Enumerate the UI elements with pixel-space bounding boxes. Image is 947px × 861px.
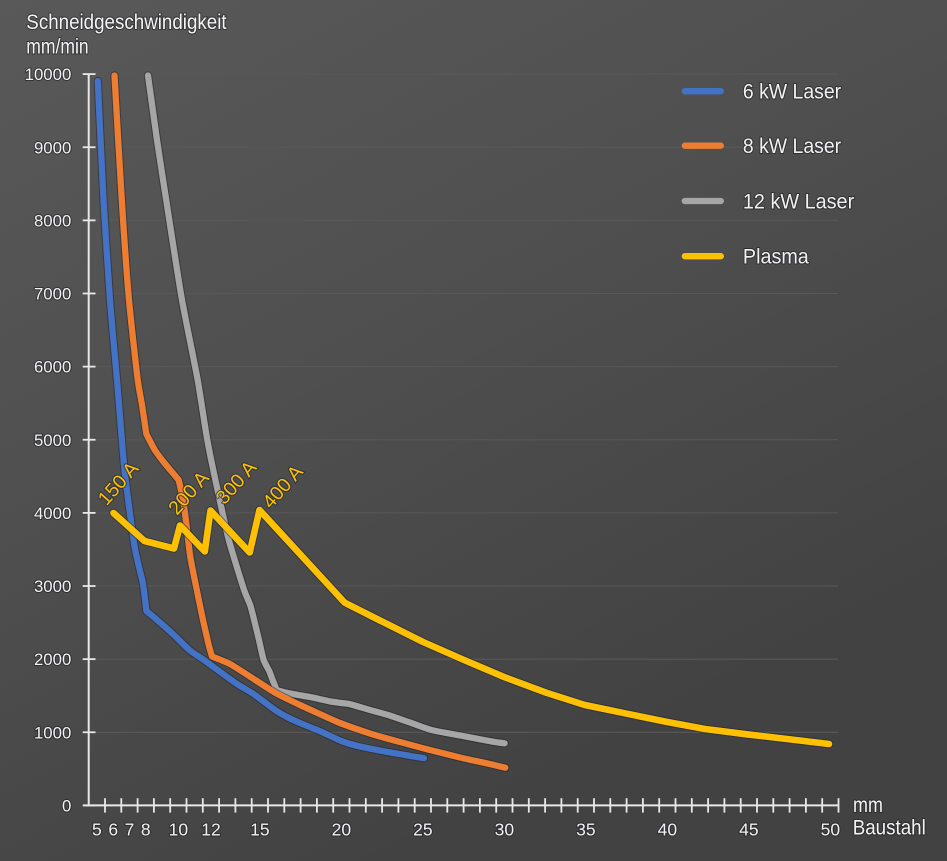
svg-text:8000: 8000: [34, 212, 71, 231]
svg-text:8: 8: [141, 819, 151, 839]
svg-text:6000: 6000: [34, 358, 71, 377]
svg-text:12: 12: [201, 819, 220, 839]
svg-text:20: 20: [332, 819, 352, 839]
svg-text:5000: 5000: [34, 431, 71, 450]
svg-text:Baustahl: Baustahl: [853, 817, 926, 840]
svg-text:25: 25: [413, 819, 432, 839]
svg-text:7: 7: [125, 819, 135, 839]
svg-text:1000: 1000: [34, 723, 71, 742]
svg-text:8 kW Laser: 8 kW Laser: [743, 135, 841, 158]
svg-text:15: 15: [250, 819, 269, 839]
svg-text:mm/min: mm/min: [26, 36, 88, 59]
svg-text:6 kW Laser: 6 kW Laser: [743, 81, 841, 104]
svg-text:10000: 10000: [25, 65, 72, 84]
svg-text:0: 0: [62, 797, 71, 816]
svg-text:9000: 9000: [34, 138, 71, 157]
svg-text:4000: 4000: [34, 504, 71, 523]
svg-text:35: 35: [576, 819, 595, 839]
svg-text:12 kW Laser: 12 kW Laser: [743, 191, 854, 214]
svg-text:mm: mm: [853, 794, 883, 817]
svg-text:3000: 3000: [34, 577, 71, 596]
svg-text:40: 40: [658, 819, 678, 839]
svg-text:Plasma: Plasma: [743, 246, 809, 269]
svg-text:2000: 2000: [34, 650, 71, 669]
svg-text:45: 45: [739, 819, 758, 839]
svg-text:50: 50: [821, 819, 841, 839]
svg-text:5: 5: [92, 819, 102, 839]
svg-text:7000: 7000: [34, 285, 71, 304]
svg-text:10: 10: [169, 819, 189, 839]
svg-text:6: 6: [108, 819, 118, 839]
svg-text:Schneidgeschwindigkeit: Schneidgeschwindigkeit: [26, 11, 226, 34]
svg-text:30: 30: [495, 819, 515, 839]
